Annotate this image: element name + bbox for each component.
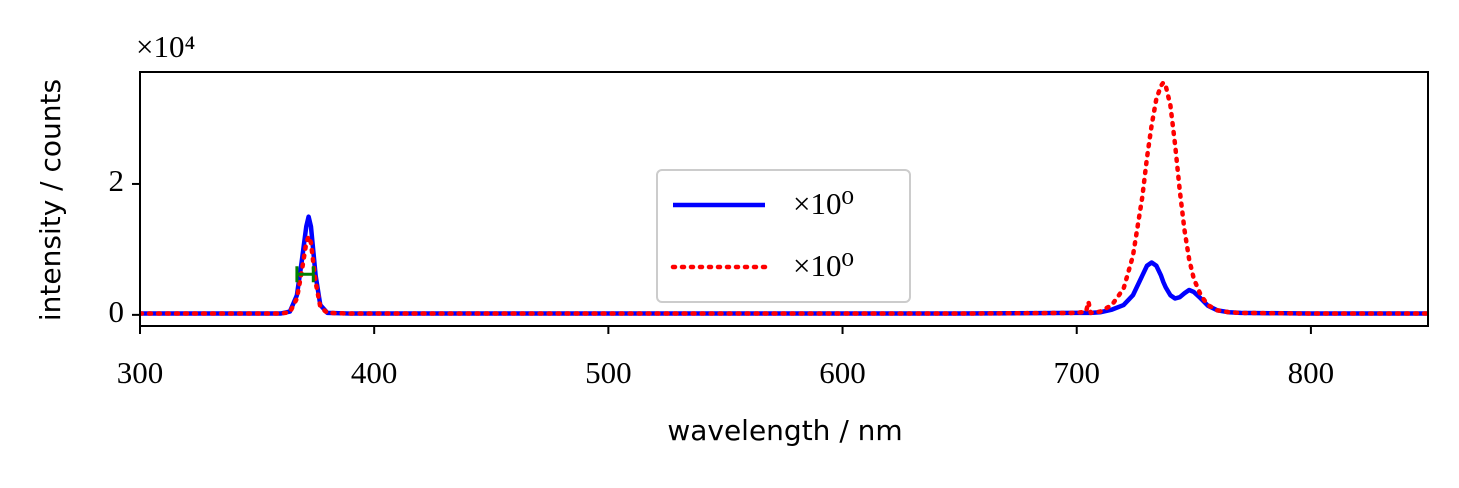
series-line [140,214,1428,316]
x-tick-label: 600 [819,355,866,390]
series-line [140,80,1428,316]
x-tick-label: 700 [1053,355,1100,390]
y-tick-label: 2 [109,163,125,198]
x-tick-label: 300 [117,355,164,390]
error-bar [295,266,315,283]
legend-box [656,169,911,303]
x-tick-label: 800 [1288,355,1335,390]
x-tick-label: 400 [351,355,398,390]
x-axis-label: wavelength / nm [667,414,902,447]
legend-label: ×10⁰ [793,186,854,221]
plot-frame [139,71,1429,327]
y-offset-label: ×10⁴ [136,29,195,64]
y-axis-label: intensity / counts [34,79,67,321]
x-tick-label: 500 [585,355,632,390]
legend-label: ×10⁰ [793,248,854,283]
y-tick-label: 0 [109,294,125,329]
